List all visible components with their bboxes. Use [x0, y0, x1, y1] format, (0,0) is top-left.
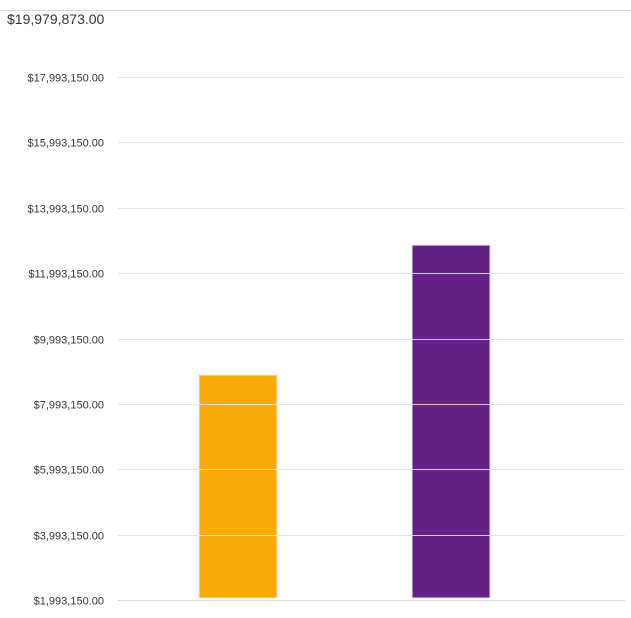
y-tick-label: $15,993,150.00: [28, 138, 104, 150]
y-axis-tick-labels: $1,993,150.00 $3,993,150.00 $5,993,150.00 $…: [28, 73, 104, 608]
y-tick-label: $9,993,150.00: [34, 335, 104, 347]
y-tick-label: $13,993,150.00: [28, 204, 104, 216]
y-tick-label: $11,993,150.00: [28, 269, 104, 281]
y-tick-label: $1,993,150.00: [34, 596, 104, 608]
bars: [118, 77, 625, 599]
y-tick-label: $17,993,150.00: [28, 73, 104, 85]
bar-2[interactable]: [411, 244, 491, 599]
total-value: $19,979,873.00: [7, 11, 105, 27]
bar-1[interactable]: [198, 374, 278, 599]
y-tick-label: $5,993,150.00: [34, 465, 104, 477]
y-tick-label: $7,993,150.00: [34, 400, 104, 412]
y-tick-label: $3,993,150.00: [34, 531, 104, 543]
top-divider: [0, 10, 631, 11]
